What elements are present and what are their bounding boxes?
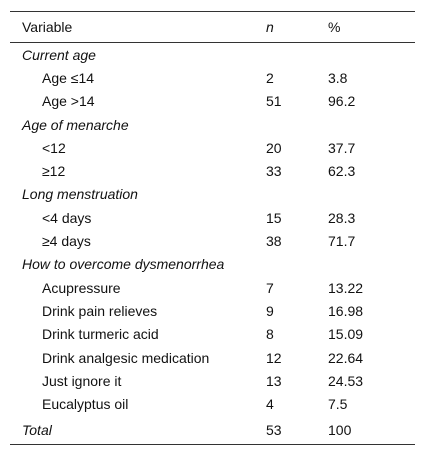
cell: 28.3 xyxy=(328,209,356,226)
cell: 3.8 xyxy=(328,69,348,86)
group-row: Long menstruation xyxy=(10,183,415,206)
cell: 38 xyxy=(266,233,282,250)
total-row: Total 53 100 xyxy=(10,415,415,445)
group-title: Age of menarche xyxy=(22,116,129,133)
group-row: Current age xyxy=(10,43,415,67)
data-row: Drink pain relieves 9 16.98 xyxy=(10,299,415,322)
cell: 24.53 xyxy=(328,372,364,389)
group-row: How to overcome dysmenorrhea xyxy=(10,253,415,276)
cell: 22.64 xyxy=(328,349,364,366)
cell: 7 xyxy=(266,279,274,296)
cell: 96.2 xyxy=(328,93,356,110)
cell: 7.5 xyxy=(328,396,348,413)
data-table: Variable n % Current age Age ≤14 2 3.8 Age >… xyxy=(10,11,415,445)
cell: 15 xyxy=(266,209,282,226)
header-cell: Variable xyxy=(10,11,266,43)
data-row: ≥4 days 38 71.7 xyxy=(10,229,415,252)
row-label: <12 xyxy=(42,139,66,156)
cell: 51 xyxy=(266,93,282,110)
cell: 8 xyxy=(266,326,274,343)
data-row: Drink turmeric acid 8 15.09 xyxy=(10,323,415,346)
row-label: ≥12 xyxy=(42,163,66,180)
row-label: ≥4 days xyxy=(42,233,91,250)
total-label: Total xyxy=(10,415,266,445)
cell: 53 xyxy=(266,415,328,445)
row-label: Age ≤14 xyxy=(42,69,95,86)
cell: 13.22 xyxy=(328,279,364,296)
header-cell: % xyxy=(328,11,415,43)
data-row: Eucalyptus oil 4 7.5 xyxy=(10,392,415,415)
data-row: <12 20 37.7 xyxy=(10,136,415,159)
header-row: Variable n % xyxy=(10,11,415,43)
cell: 4 xyxy=(266,396,274,413)
cell: 100 xyxy=(328,415,415,445)
data-row: Just ignore it 13 24.53 xyxy=(10,369,415,392)
row-label: Acupressure xyxy=(42,279,121,296)
cell: 62.3 xyxy=(328,163,356,180)
data-row: Age >14 51 96.2 xyxy=(10,90,415,113)
data-row: Age ≤14 2 3.8 xyxy=(10,66,415,89)
cell: 15.09 xyxy=(328,326,364,343)
row-label: Eucalyptus oil xyxy=(42,396,129,413)
group-title: How to overcome dysmenorrhea xyxy=(22,256,225,273)
group-title: Long menstruation xyxy=(22,186,138,203)
row-label: <4 days xyxy=(42,209,92,226)
group-row: Age of menarche xyxy=(10,113,415,136)
cell: 2 xyxy=(266,69,274,86)
row-label: Age >14 xyxy=(42,93,95,110)
cell: 71.7 xyxy=(328,233,356,250)
cell: 12 xyxy=(266,349,282,366)
table-header: Variable n % xyxy=(10,11,415,43)
cell: 20 xyxy=(266,139,282,156)
row-label: Drink turmeric acid xyxy=(42,326,159,343)
header-cell: n xyxy=(266,11,328,43)
cell: 16.98 xyxy=(328,302,364,319)
table-body: Current age Age ≤14 2 3.8 Age >14 51 96.2 Age o… xyxy=(10,43,415,445)
cell: 9 xyxy=(266,302,274,319)
data-row: Drink analgesic medication 12 22.64 xyxy=(10,346,415,369)
row-label: Just ignore it xyxy=(42,372,122,389)
cell: 37.7 xyxy=(328,139,356,156)
row-label: Drink pain relieves xyxy=(42,302,158,319)
data-row: ≥12 33 62.3 xyxy=(10,159,415,182)
row-label: Drink analgesic medication xyxy=(42,349,210,366)
group-title: Current age xyxy=(22,46,96,63)
cell: 33 xyxy=(266,163,282,180)
cell: 13 xyxy=(266,372,282,389)
data-row: <4 days 15 28.3 xyxy=(10,206,415,229)
data-row: Acupressure 7 13.22 xyxy=(10,276,415,299)
